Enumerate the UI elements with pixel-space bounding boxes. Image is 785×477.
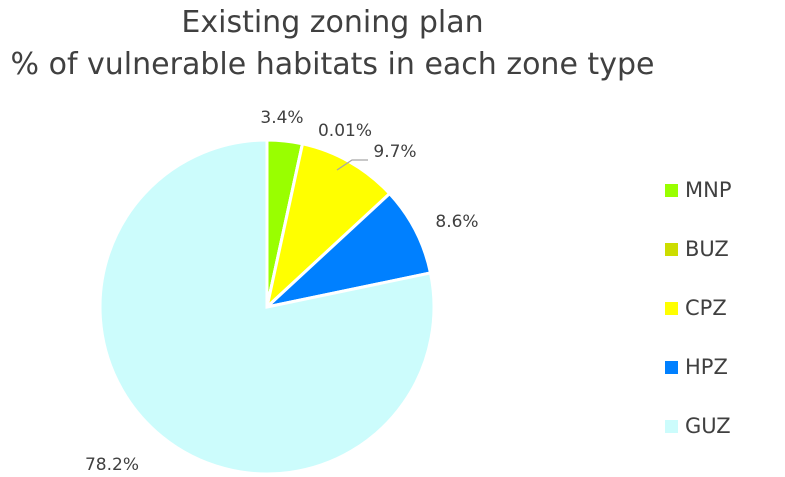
legend-swatch bbox=[665, 301, 678, 315]
data-label-buz: 0.01% bbox=[318, 121, 372, 141]
chart-subtitle: % of vulnerable habitats in each zone ty… bbox=[10, 47, 655, 82]
chart-legend: MNP BUZ CPZ HPZ GUZ bbox=[665, 177, 732, 472]
legend-label: CPZ bbox=[685, 296, 727, 320]
chart-title-block: Existing zoning plan % of vulnerable hab… bbox=[0, 2, 665, 86]
legend-label: GUZ bbox=[685, 414, 731, 438]
legend-label: HPZ bbox=[685, 355, 728, 379]
legend-swatch bbox=[665, 419, 678, 433]
legend-label: MNP bbox=[685, 178, 732, 202]
pie-slice-guz bbox=[98, 138, 436, 476]
legend-item-guz: GUZ bbox=[665, 413, 732, 439]
data-label-hpz: 8.6% bbox=[435, 212, 478, 232]
pie-slice-hpz bbox=[262, 191, 433, 310]
legend-swatch bbox=[665, 360, 678, 374]
legend-swatch bbox=[665, 183, 678, 197]
data-label-guz: 78.2% bbox=[85, 455, 139, 475]
leader-line-cpz bbox=[336, 159, 368, 171]
data-label-cpz: 9.7% bbox=[373, 142, 416, 162]
data-label-mnp: 3.4% bbox=[260, 108, 303, 128]
chart-title: Existing zoning plan bbox=[181, 5, 484, 40]
legend-item-hpz: HPZ bbox=[665, 354, 732, 380]
legend-label: BUZ bbox=[685, 237, 729, 261]
legend-item-buz: BUZ bbox=[665, 236, 732, 262]
legend-item-mnp: MNP bbox=[665, 177, 732, 203]
legend-item-cpz: CPZ bbox=[665, 295, 732, 321]
legend-swatch bbox=[665, 242, 678, 256]
